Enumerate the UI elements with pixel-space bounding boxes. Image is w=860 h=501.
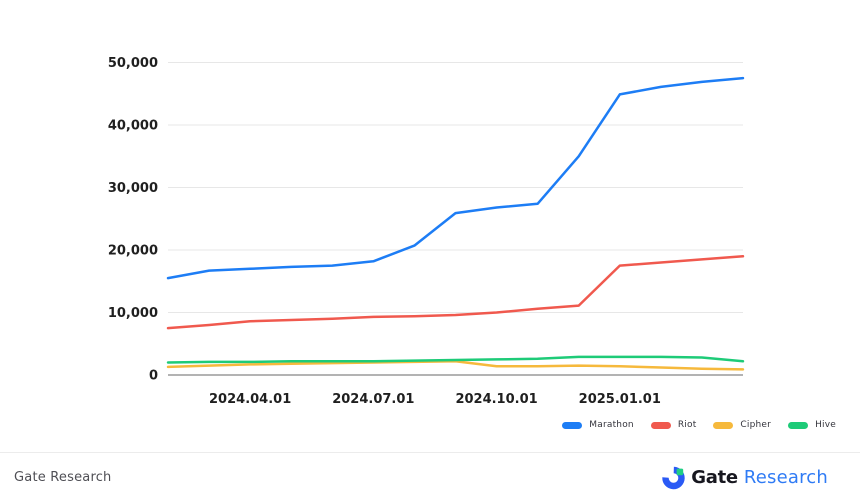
footer-source-text: Gate Research [14, 469, 112, 485]
legend-item-riot[interactable]: Riot [650, 420, 697, 430]
legend-swatch-icon [562, 421, 583, 429]
legend-label: Hive [815, 420, 836, 430]
y-tick-label: 20,000 [108, 244, 158, 259]
x-tick-label: 2024.07.01 [332, 392, 414, 407]
legend-label: Cipher [740, 420, 772, 430]
y-tick-label: 30,000 [108, 181, 158, 196]
brand-suffix: Research [743, 466, 828, 488]
legend-item-hive[interactable]: Hive [788, 420, 836, 430]
brand: Gate Research [662, 464, 828, 490]
footer: Gate Research Gate Research [0, 452, 860, 501]
legend-swatch-icon [650, 421, 671, 429]
legend-swatch-icon [788, 421, 809, 429]
series-line-cipher [166, 360, 745, 371]
series-line-marathon [166, 76, 745, 280]
y-tick-label: 10,000 [108, 306, 158, 321]
chart-canvas: 0 10,000 20,000 30,000 40,000 50,000 2024.04.0… [108, 56, 745, 407]
chart-legend: Marathon Riot Cipher Hive [562, 420, 836, 430]
legend-label: Riot [677, 420, 697, 430]
series-line-riot [166, 255, 745, 330]
line-chart: 0 10,000 20,000 30,000 40,000 50,000 2024.04.0… [108, 56, 745, 407]
series-line-hive [166, 355, 745, 364]
brand-name: Gate [691, 466, 738, 488]
x-tick-label: 2024.04.01 [209, 392, 291, 407]
legend-label: Marathon [589, 420, 634, 430]
x-tick-label: 2025.01.01 [579, 392, 661, 407]
y-tick-label: 0 [149, 369, 158, 384]
x-tick-label: 2024.10.01 [455, 392, 537, 407]
legend-item-cipher[interactable]: Cipher [713, 420, 771, 430]
y-tick-label: 40,000 [108, 119, 158, 134]
y-tick-label: 50,000 [108, 56, 158, 71]
legend-item-marathon[interactable]: Marathon [562, 420, 634, 430]
gate-logo-icon [662, 466, 685, 490]
legend-swatch-icon [713, 421, 734, 429]
